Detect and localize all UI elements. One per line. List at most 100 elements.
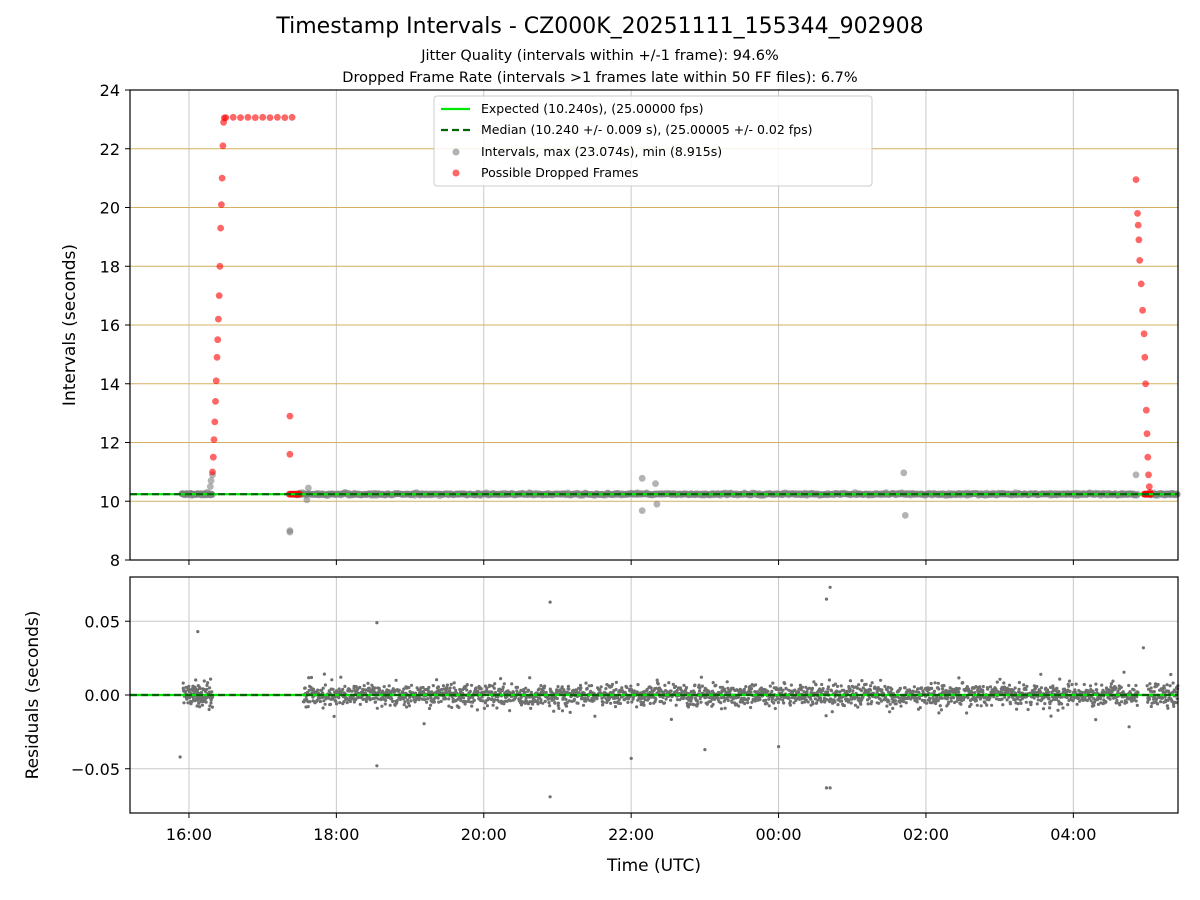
residual-point bbox=[783, 682, 787, 686]
residual-point bbox=[703, 748, 707, 752]
residual-point bbox=[957, 690, 961, 694]
residual-point bbox=[692, 703, 696, 707]
residual-point bbox=[669, 689, 673, 693]
residual-point bbox=[771, 681, 775, 685]
residual-point bbox=[949, 699, 953, 703]
top-y-tick-label: 22 bbox=[100, 140, 120, 159]
residual-point bbox=[812, 680, 816, 684]
residual-point bbox=[859, 689, 864, 693]
residual-point bbox=[421, 685, 425, 690]
residual-point bbox=[465, 683, 469, 687]
top-ylabel: Intervals (seconds) bbox=[60, 244, 80, 406]
residual-point bbox=[1003, 695, 1007, 699]
residual-point bbox=[436, 696, 440, 700]
interval-point bbox=[638, 507, 646, 514]
interval-point bbox=[1132, 471, 1140, 479]
residual-point bbox=[358, 685, 362, 689]
residual-point bbox=[567, 699, 572, 703]
legend-median-label: Median (10.240 +/- 0.009 s), (25.00005 +… bbox=[481, 122, 812, 137]
residual-point bbox=[866, 702, 870, 706]
residual-point bbox=[493, 698, 497, 702]
residual-point bbox=[1000, 697, 1004, 701]
residual-point bbox=[601, 700, 605, 705]
residual-point bbox=[939, 708, 944, 712]
top-y-tick-label: 16 bbox=[100, 316, 120, 335]
residual-point bbox=[502, 682, 506, 686]
residual-point bbox=[352, 700, 356, 704]
residual-point bbox=[204, 700, 208, 704]
residual-point bbox=[457, 705, 461, 710]
residual-point bbox=[309, 685, 313, 690]
residual-point bbox=[518, 691, 522, 695]
residual-point bbox=[378, 688, 382, 692]
residual-point bbox=[867, 696, 872, 700]
residual-point bbox=[407, 704, 412, 708]
residual-point bbox=[402, 687, 406, 691]
residual-point bbox=[903, 686, 907, 690]
residual-point bbox=[642, 703, 646, 707]
residual-point bbox=[850, 697, 854, 701]
residual-point bbox=[609, 701, 613, 705]
residual-point bbox=[306, 705, 310, 709]
residual-point bbox=[1001, 703, 1005, 707]
residual-point bbox=[916, 687, 920, 691]
residual-point bbox=[788, 703, 793, 707]
residual-point bbox=[921, 689, 925, 693]
residual-point bbox=[639, 700, 643, 704]
residual-point bbox=[626, 697, 631, 701]
residual-point bbox=[427, 685, 431, 690]
residual-point bbox=[345, 701, 349, 705]
residual-point bbox=[620, 686, 624, 690]
x-tick-label: 18:00 bbox=[313, 825, 359, 844]
residual-point bbox=[474, 686, 478, 690]
dropped-point bbox=[1143, 430, 1151, 438]
residual-point bbox=[929, 681, 933, 686]
residual-point bbox=[376, 697, 380, 701]
residual-point bbox=[807, 686, 812, 690]
residual-point bbox=[981, 690, 985, 694]
residual-point bbox=[485, 704, 489, 708]
residual-point bbox=[914, 690, 918, 694]
residual-point bbox=[205, 687, 209, 691]
dropped-point bbox=[209, 468, 216, 476]
residual-point bbox=[746, 696, 751, 701]
legend-box bbox=[433, 95, 873, 187]
residual-point bbox=[951, 696, 956, 700]
residual-point bbox=[985, 703, 989, 707]
residual-point bbox=[564, 697, 568, 702]
residual-point bbox=[482, 706, 486, 711]
residual-point bbox=[1156, 682, 1160, 687]
residual-point bbox=[690, 695, 694, 700]
residual-point bbox=[323, 702, 327, 706]
residual-point bbox=[675, 698, 680, 702]
residual-point bbox=[768, 684, 772, 688]
residual-point bbox=[824, 714, 828, 718]
residual-point bbox=[459, 698, 463, 703]
residual-point bbox=[827, 678, 832, 682]
legend-intervals-swatch bbox=[452, 148, 460, 156]
residual-point bbox=[1100, 683, 1104, 687]
residual-point bbox=[468, 689, 472, 694]
residual-point bbox=[860, 679, 864, 683]
residual-point bbox=[1024, 687, 1028, 692]
residual-point bbox=[941, 687, 945, 691]
residual-point bbox=[405, 705, 409, 709]
residual-point bbox=[682, 696, 686, 700]
residual-point bbox=[1120, 700, 1124, 704]
residual-point bbox=[797, 690, 801, 694]
residual-point bbox=[630, 700, 634, 704]
residual-point bbox=[731, 686, 735, 690]
residual-point bbox=[635, 705, 639, 709]
residual-point bbox=[928, 698, 932, 702]
residual-point bbox=[1065, 695, 1069, 700]
residual-point bbox=[587, 684, 591, 688]
residual-point bbox=[303, 686, 307, 690]
residual-point bbox=[936, 699, 940, 703]
residual-point bbox=[418, 696, 422, 700]
residual-point bbox=[380, 704, 384, 708]
residual-point bbox=[585, 687, 589, 691]
interval-point bbox=[638, 474, 646, 482]
residual-point bbox=[181, 686, 185, 690]
dropped-point bbox=[1141, 353, 1149, 361]
